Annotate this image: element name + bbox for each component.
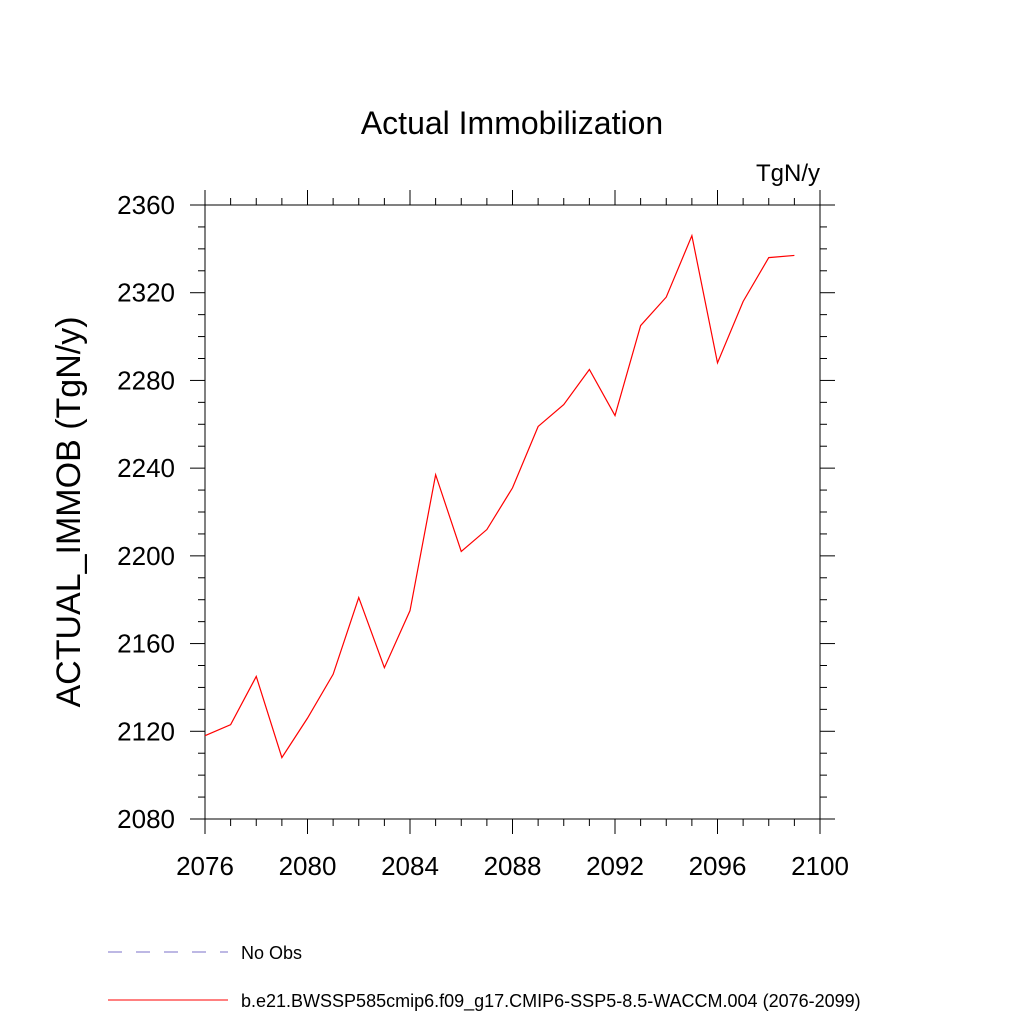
plot-frame <box>204 204 821 820</box>
y-tick-label: 2120 <box>117 716 175 746</box>
y-tick-label: 2240 <box>117 453 175 483</box>
y-tick-label: 2080 <box>117 804 175 834</box>
series-line <box>204 233 795 759</box>
y-tick-label: 2360 <box>117 190 175 220</box>
units-label: TgN/y <box>756 160 820 187</box>
x-tick-label: 2088 <box>484 851 542 881</box>
axis-ticks: 2076 2080 2084 2088 2092 2096 2100208021202160… <box>117 190 849 881</box>
x-tick-label: 2084 <box>381 851 439 881</box>
y-tick-label: 2320 <box>117 278 175 308</box>
chart-title: Actual Immobilization <box>361 105 663 141</box>
x-tick-label: 2076 <box>176 851 234 881</box>
y-tick-label: 2200 <box>117 541 175 571</box>
x-tick-label: 2092 <box>586 851 644 881</box>
legend-label: b.e21.BWSSP585cmip6.f09_g17.CMIP6-SSP5-8… <box>241 991 861 1012</box>
legend: No Obs b.e21.BWSSP585cmip6.f09_g17.CMIP6-… <box>108 943 861 1012</box>
y-tick-label: 2280 <box>117 365 175 395</box>
x-tick-label: 2096 <box>689 851 747 881</box>
legend-label: No Obs <box>241 943 302 963</box>
series-layer <box>204 233 795 759</box>
x-tick-label: 2100 <box>791 851 849 881</box>
y-axis-label: ACTUAL_IMMOB (TgN/y) <box>50 316 88 707</box>
x-tick-label: 2080 <box>279 851 337 881</box>
y-tick-label: 2160 <box>117 629 175 659</box>
